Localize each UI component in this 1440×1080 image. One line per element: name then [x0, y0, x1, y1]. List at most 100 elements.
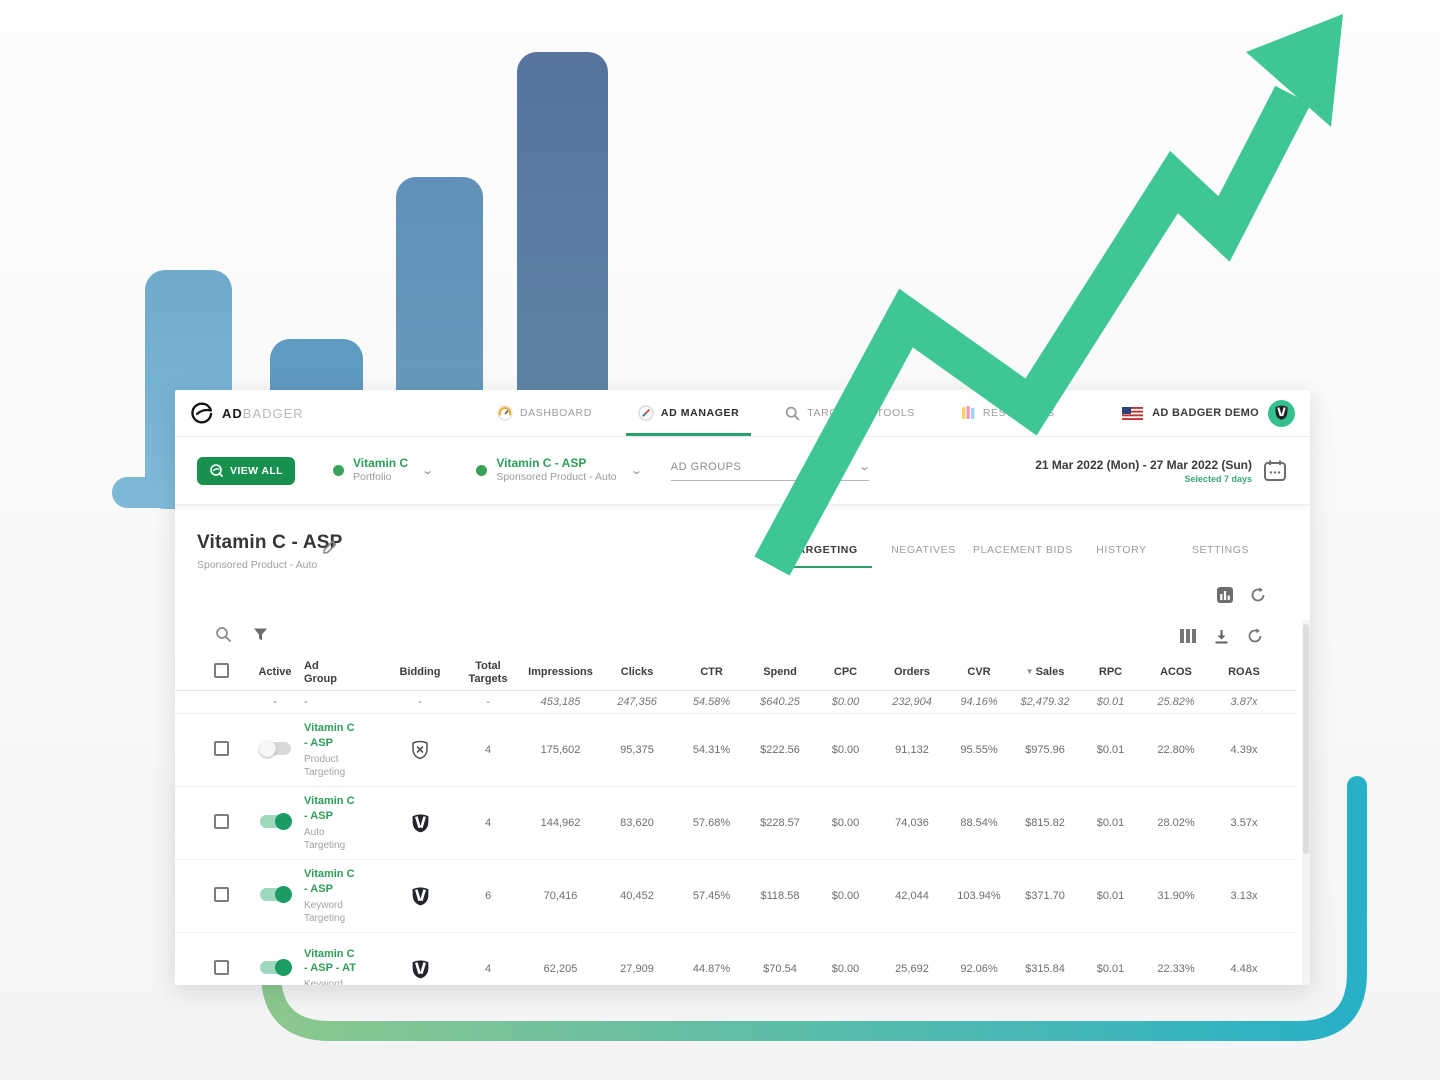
top-nav: ADBADGER DASHBOARD AD MANAGER	[175, 390, 1310, 437]
active-toggle[interactable]	[259, 959, 292, 976]
tab-negatives[interactable]: NEGATIVES	[891, 544, 956, 556]
tab-bar: TARGETING NEGATIVES PLACEMENT BIDS HISTO…	[775, 544, 1270, 568]
tab-targeting[interactable]: TARGETING	[775, 544, 874, 568]
row-checkbox[interactable]	[214, 741, 229, 756]
ctr-value: 54.31%	[692, 744, 731, 756]
avatar[interactable]	[1268, 399, 1295, 427]
badger-icon[interactable]	[387, 886, 453, 906]
columns-icon	[1180, 629, 1196, 643]
total-targets-value: 6	[484, 890, 492, 902]
campaign-selector[interactable]: Vitamin C - ASP Sponsored Product - Auto…	[476, 456, 643, 484]
nav-item-dashboard[interactable]: DASHBOARD	[497, 390, 592, 436]
scrollbar-thumb[interactable]	[1303, 624, 1309, 854]
search-icon	[216, 627, 231, 642]
ad-group-link[interactable]: Vitamin C- ASP	[304, 795, 355, 822]
active-toggle[interactable]	[259, 886, 292, 903]
row-checkbox[interactable]	[214, 887, 229, 902]
refresh-table-button[interactable]	[1247, 628, 1263, 644]
select-all-checkbox[interactable]	[214, 663, 229, 679]
filter-button[interactable]	[253, 627, 268, 642]
acos-value: 31.90%	[1157, 890, 1195, 902]
page-subtitle: Sponsored Product - Auto	[197, 559, 318, 571]
compass-icon	[638, 405, 654, 421]
table-row: Vitamin C- ASP Product Targeting 4 175,6…	[175, 714, 1296, 787]
columns-button[interactable]	[1180, 629, 1196, 643]
column-header-spend[interactable]: Spend	[763, 666, 797, 679]
column-header-roas[interactable]: ROAS	[1228, 666, 1260, 679]
nav-label: AD MANAGER	[660, 407, 740, 419]
view-all-button[interactable]: VIEW ALL	[197, 456, 295, 485]
ad-groups-select[interactable]: AD GROUPS ⌄	[670, 460, 871, 481]
ad-group-link[interactable]: Vitamin C- ASP - AT	[304, 947, 356, 974]
refresh-chart-button[interactable]	[1250, 587, 1266, 603]
portfolio-selector[interactable]: Vitamin C Portfolio ⌄	[332, 456, 435, 484]
summary-cvr: 94.16%	[960, 696, 998, 708]
column-header-ctr[interactable]: CTR	[700, 666, 723, 679]
column-header-bidding[interactable]: Bidding	[399, 666, 441, 679]
column-header-total-targets[interactable]: Total Targets	[468, 659, 508, 685]
status-dot	[476, 465, 488, 476]
account-name[interactable]: AD BADGER DEMO	[1152, 407, 1259, 419]
badger-icon[interactable]	[387, 959, 453, 979]
nav-item-targeting-tools[interactable]: TARGETING TOOLS	[785, 390, 915, 436]
summary-rpc: $0.01	[1096, 696, 1125, 708]
table-header-row: Active Ad Group Bidding Total Targets Im…	[175, 655, 1296, 691]
row-checkbox[interactable]	[214, 960, 229, 975]
column-header-impressions[interactable]: Impressions	[528, 666, 593, 679]
badger-icon[interactable]	[387, 813, 453, 833]
ad-group-link[interactable]: Vitamin C- ASP	[304, 722, 355, 749]
acos-value: 28.02%	[1157, 817, 1195, 829]
account-area: AD BADGER DEMO	[1122, 399, 1295, 427]
portfolio-type: Portfolio	[352, 471, 392, 484]
date-range-text: 21 Mar 2022 (Mon) - 27 Mar 2022 (Sun)	[1035, 457, 1252, 472]
table-body: Vitamin C- ASP Product Targeting 4 175,6…	[175, 714, 1296, 985]
date-selected-text: Selected 7 days	[1184, 473, 1252, 484]
row-checkbox[interactable]	[214, 814, 229, 829]
pencil-icon	[323, 540, 337, 554]
column-header-cpc[interactable]: CPC	[833, 666, 858, 679]
date-range-picker[interactable]: 21 Mar 2022 (Mon) - 27 Mar 2022 (Sun) Se…	[1035, 458, 1288, 484]
search-button[interactable]	[215, 626, 232, 643]
summary-bidding: -	[418, 696, 422, 708]
chevron-down-icon: ⌄	[421, 465, 435, 477]
active-toggle[interactable]	[259, 813, 292, 830]
nav-item-ad-manager[interactable]: AD MANAGER	[625, 390, 752, 436]
column-header-orders[interactable]: Orders	[893, 666, 931, 679]
column-header-sales[interactable]: ▼ Sales	[1025, 666, 1065, 679]
gauge-icon	[497, 405, 513, 421]
clicks-value: 40,452	[620, 890, 654, 902]
sales-value: $815.82	[1025, 817, 1065, 829]
table-search-filters	[215, 626, 268, 643]
column-header-acos[interactable]: ACOS	[1160, 666, 1192, 679]
bar-chart-icon	[1217, 587, 1233, 603]
ad-group-subtitle: Product Targeting	[304, 753, 346, 778]
total-targets-value: 4	[484, 817, 492, 829]
nav-item-resources[interactable]: RESOURCES	[961, 390, 1055, 436]
column-header-cvr[interactable]: CVR	[967, 666, 991, 679]
summary-acos: 25.82%	[1157, 696, 1195, 708]
nav-menu: DASHBOARD AD MANAGER TARGETING TOOLS	[497, 390, 1055, 436]
badger-logo-icon	[191, 402, 213, 424]
filter-toolbar: VIEW ALL Vitamin C Portfolio ⌄ Vitamin C…	[175, 437, 1310, 505]
ctr-value: 57.68%	[692, 817, 731, 829]
column-header-clicks[interactable]: Clicks	[620, 666, 654, 679]
orders-value: 91,132	[895, 744, 929, 756]
column-header-active[interactable]: Active	[258, 666, 292, 679]
spend-value: $222.56	[760, 744, 800, 756]
active-toggle[interactable]	[258, 740, 291, 757]
vertical-scrollbar[interactable]	[1302, 620, 1310, 985]
adbadger-logo[interactable]: ADBADGER	[190, 401, 304, 425]
edit-title-button[interactable]	[322, 539, 338, 555]
table-actions	[1180, 628, 1263, 644]
ad-group-link[interactable]: Vitamin C- ASP	[304, 868, 355, 895]
roas-value: 4.48x	[1230, 963, 1258, 975]
tab-placement-bids[interactable]: PLACEMENT BIDS	[973, 544, 1073, 556]
tab-settings[interactable]: SETTINGS	[1191, 544, 1250, 556]
chart-view-button[interactable]	[1217, 587, 1233, 603]
shield-x-icon[interactable]	[387, 740, 453, 760]
column-header-ad-group[interactable]: Ad Group	[304, 659, 337, 685]
tab-history[interactable]: HISTORY	[1096, 544, 1147, 556]
column-header-rpc[interactable]: RPC	[1098, 666, 1123, 679]
table-row: Vitamin C- ASP Auto Targeting 4 144,962 …	[175, 787, 1296, 860]
download-button[interactable]	[1214, 629, 1229, 644]
